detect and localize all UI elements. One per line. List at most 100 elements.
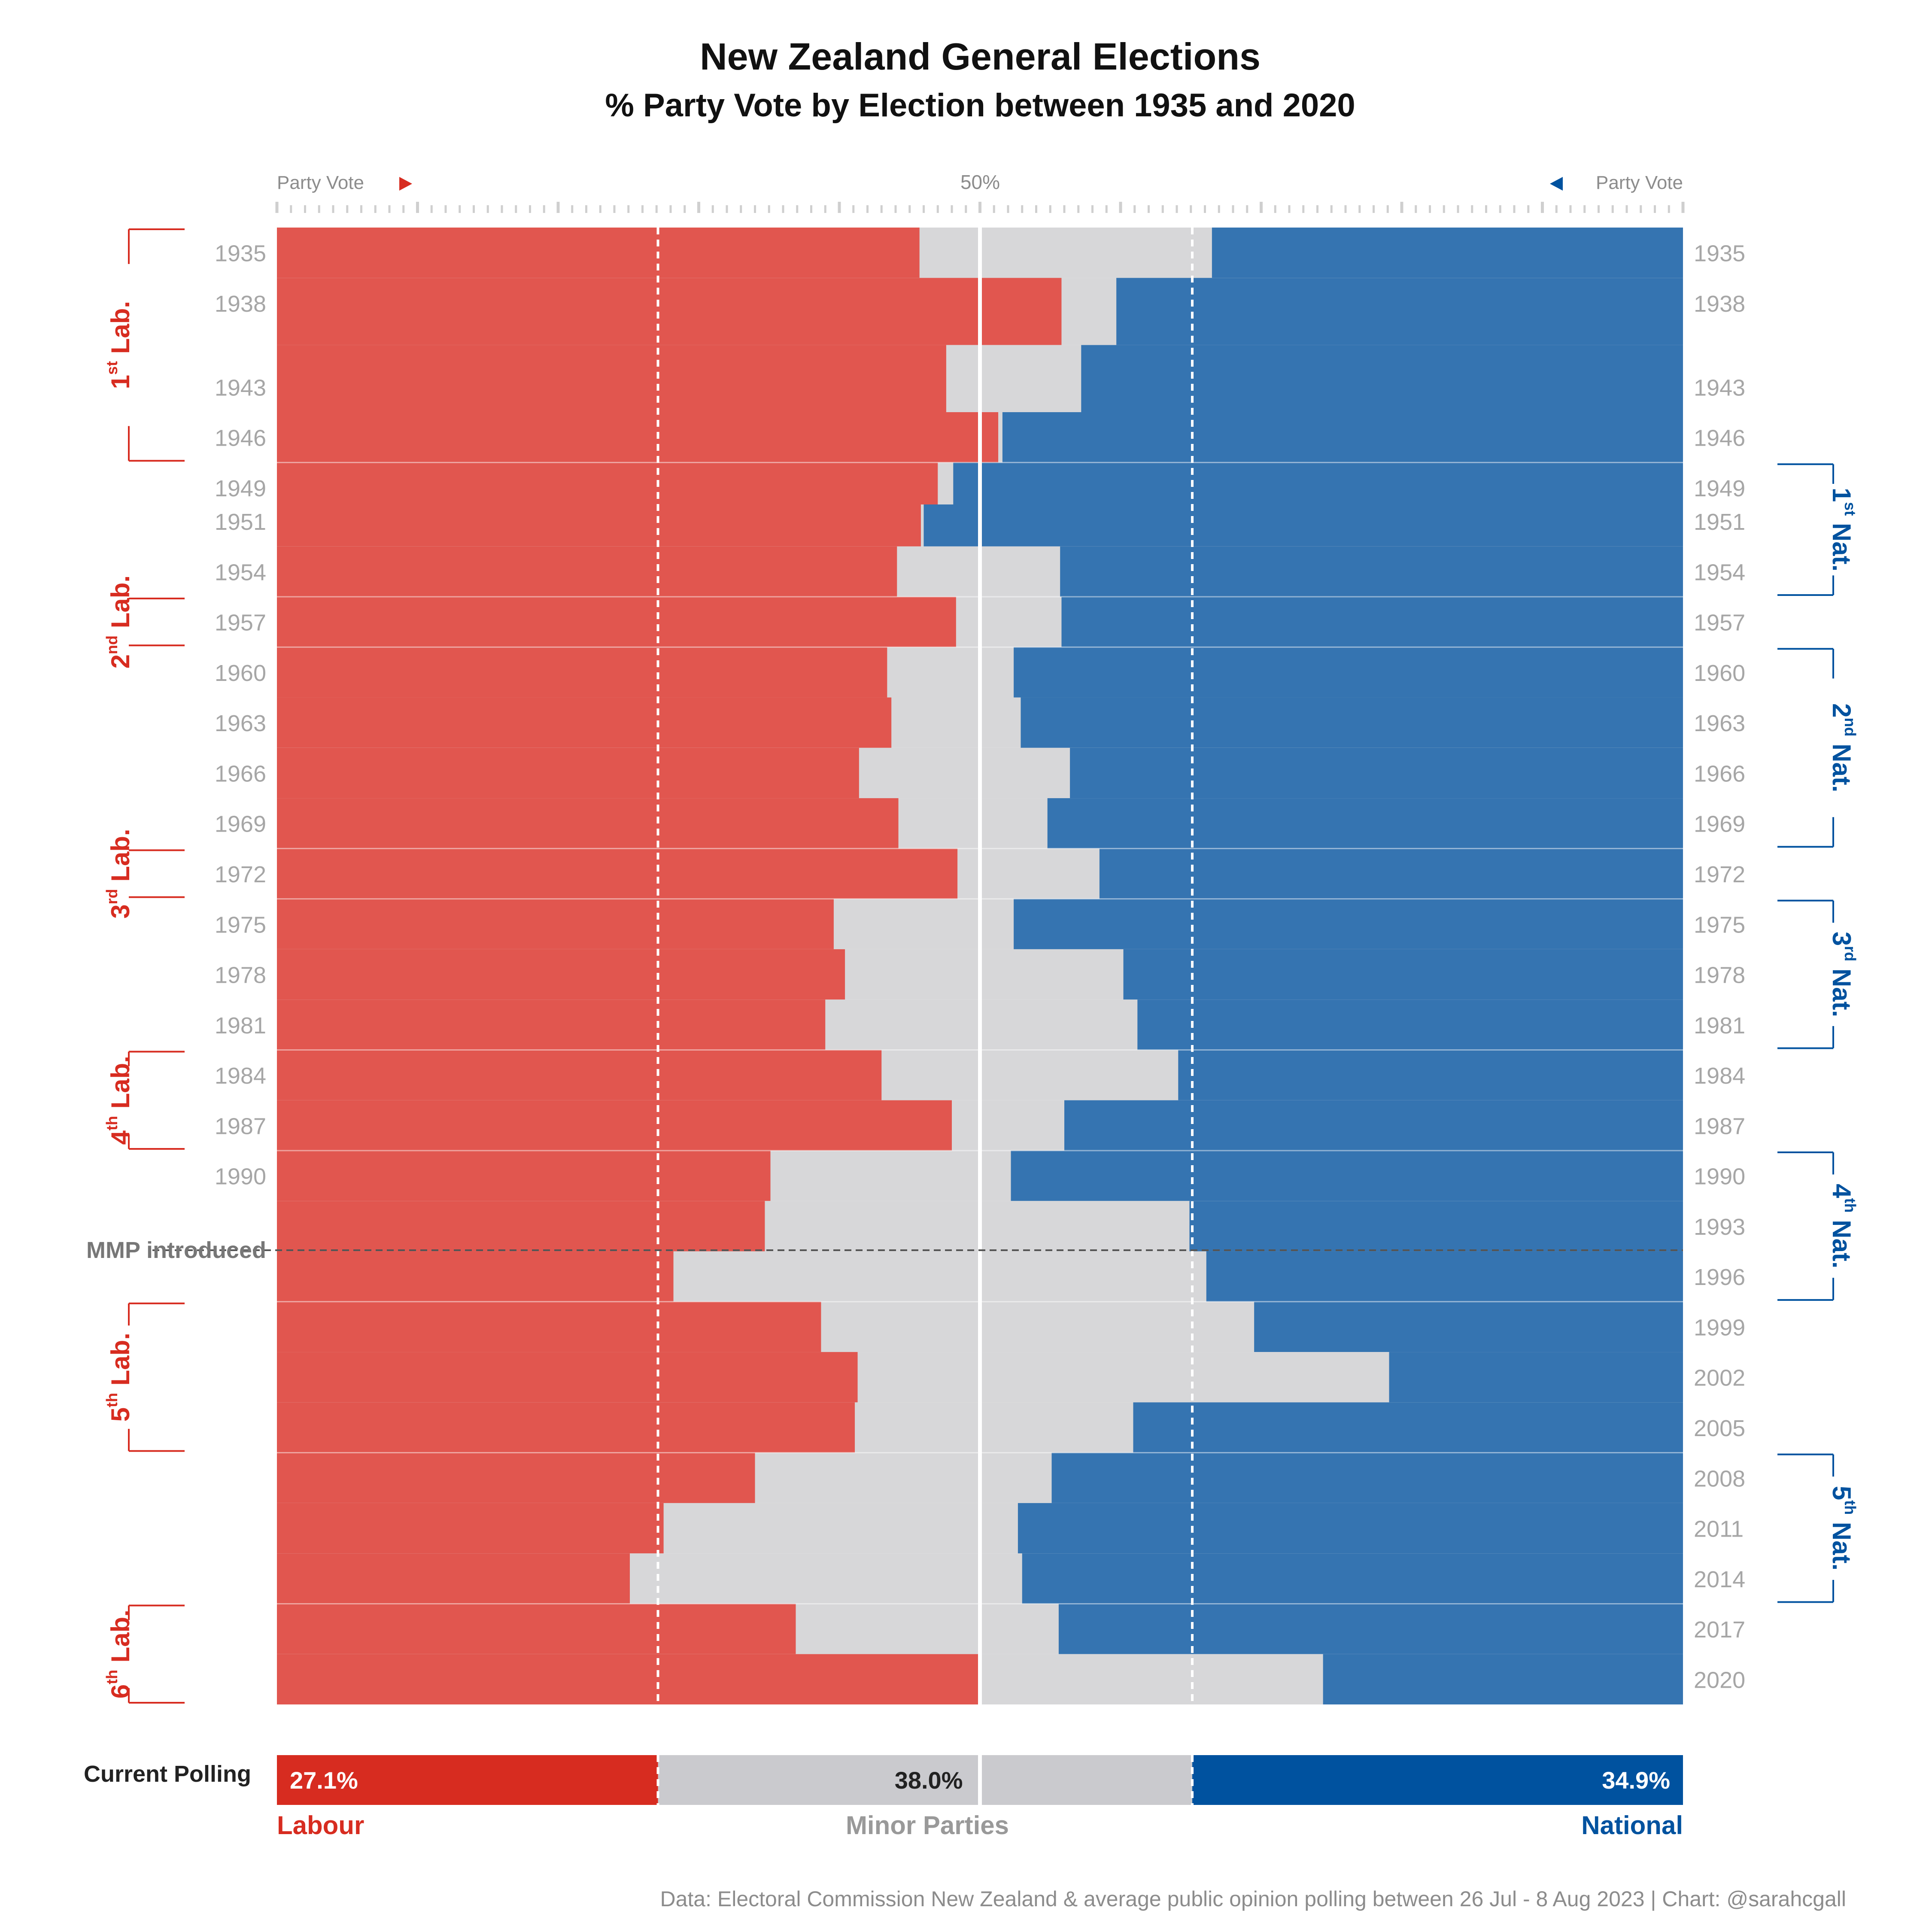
- polling-label: Current Polling: [84, 1761, 251, 1787]
- year-label-left: 1938: [215, 291, 266, 317]
- government-label: 2nd Nat.: [1827, 703, 1859, 792]
- national-government-bracket-4: 4th Nat.: [1777, 1151, 1859, 1301]
- bar-labour-1969: [277, 798, 899, 849]
- bar-labour-1963: [277, 697, 892, 748]
- top-axis-ticks: [275, 202, 1685, 213]
- government-label: 3rd Nat.: [1827, 932, 1859, 1017]
- bar-labour-2017: [277, 1604, 796, 1654]
- year-label-right: 1954: [1694, 559, 1745, 585]
- year-label-left: 1990: [215, 1164, 266, 1190]
- year-label-left: 1949: [215, 476, 266, 501]
- government-label: 5th Lab.: [103, 1333, 135, 1422]
- legend-minor-parties: Minor Parties: [846, 1811, 1009, 1840]
- year-label-left: 1984: [215, 1063, 266, 1089]
- year-label-right: 1975: [1694, 912, 1745, 938]
- year-label-right: 1943: [1694, 375, 1745, 401]
- bar-labour-1993: [277, 1201, 765, 1252]
- bar-national-1943: [1081, 345, 1683, 412]
- left-triangle-marker: [399, 177, 412, 191]
- bar-labour-1943: [277, 345, 946, 412]
- year-label-left: 1935: [215, 241, 266, 267]
- bar-labour-1987: [277, 1100, 952, 1151]
- bar-labour-2005: [277, 1402, 855, 1453]
- year-label-right: 1938: [1694, 291, 1745, 317]
- bars-layer: [277, 228, 1683, 1704]
- bar-national-2011: [1018, 1503, 1683, 1554]
- bar-labour-1966: [277, 747, 859, 799]
- labour-government-bracket-4: 4th Lab.: [103, 1051, 185, 1150]
- year-label-right: 2017: [1694, 1617, 1745, 1643]
- national-government-bracket-5: 5th Nat.: [1777, 1453, 1859, 1603]
- year-label-left: 1978: [215, 963, 266, 988]
- year-label-right: 1935: [1694, 241, 1745, 267]
- bar-national-1972: [1099, 848, 1683, 899]
- year-label-right: 1978: [1694, 963, 1745, 988]
- year-label-right: 2005: [1694, 1416, 1745, 1441]
- legend-national: National: [1581, 1811, 1683, 1840]
- bar-labour-1984: [277, 1050, 882, 1100]
- bar-labour-1975: [277, 899, 834, 949]
- bar-national-1987: [1064, 1100, 1683, 1151]
- polling-national-value: 34.9%: [1602, 1767, 1670, 1794]
- year-label-right: 2002: [1694, 1365, 1745, 1391]
- bar-labour-1981: [277, 999, 826, 1050]
- bar-national-1954: [1060, 546, 1683, 597]
- bar-labour-2020: [277, 1654, 980, 1704]
- year-label-left: 1954: [215, 559, 266, 585]
- government-label: 6th Lab.: [103, 1610, 135, 1698]
- year-label-right: 1960: [1694, 660, 1745, 686]
- bar-labour-1946: [277, 412, 999, 463]
- year-label-right: 1996: [1694, 1264, 1745, 1290]
- bar-national-1999: [1254, 1301, 1683, 1352]
- bar-national-1969: [1047, 798, 1683, 849]
- year-label-left: 1946: [215, 425, 266, 451]
- year-label-left: 1951: [215, 509, 266, 535]
- government-brackets: 1st Lab. 2nd Lab. 3rd Lab. 4th Lab. 5th Lab.…: [103, 228, 1859, 1704]
- bar-national-1975: [1014, 899, 1683, 949]
- polling-labour-value: 27.1%: [290, 1767, 358, 1794]
- bar-national-2008: [1051, 1452, 1683, 1503]
- year-label-left: 1943: [215, 375, 266, 401]
- bar-national-2017: [1058, 1604, 1683, 1654]
- labour-government-bracket-6: 6th Lab.: [103, 1604, 185, 1704]
- polling-bar-labour: [277, 1755, 658, 1805]
- reference-lines: [656, 228, 1194, 1704]
- labour-government-bracket-5: 5th Lab.: [103, 1302, 185, 1452]
- bar-labour-1996: [277, 1251, 674, 1302]
- source-note: Data: Electoral Commission New Zealand &…: [660, 1887, 1847, 1911]
- year-label-right: 1990: [1694, 1164, 1745, 1190]
- year-label-right: 1999: [1694, 1315, 1745, 1340]
- year-label-right: 1966: [1694, 761, 1745, 787]
- bar-national-1984: [1178, 1050, 1683, 1100]
- year-labels: 1935 1935 1938 1938 1943 1943 1946 1946 1949 1949…: [215, 241, 1745, 1693]
- year-label-right: 1951: [1694, 509, 1745, 535]
- bar-national-1981: [1137, 999, 1683, 1050]
- bar-national-2002: [1389, 1352, 1683, 1403]
- bar-national-1935: [1212, 228, 1683, 278]
- bar-national-1966: [1070, 747, 1683, 799]
- government-label: 3rd Lab.: [103, 829, 135, 918]
- bar-national-1993: [1189, 1201, 1683, 1252]
- year-label-right: 1987: [1694, 1113, 1745, 1139]
- year-label-right: 1981: [1694, 1013, 1745, 1039]
- government-label: 1st Lab.: [103, 301, 135, 389]
- mmp-label: MMP introduced: [86, 1237, 266, 1263]
- right-triangle-marker: [1550, 177, 1563, 191]
- chart-title: New Zealand General Elections: [700, 35, 1261, 78]
- bar-labour-1951: [277, 504, 921, 547]
- bar-labour-1954: [277, 546, 897, 597]
- year-label-right: 2008: [1694, 1466, 1745, 1492]
- bar-national-2014: [1022, 1553, 1683, 1604]
- year-label-right: 1969: [1694, 811, 1745, 837]
- year-label-left: 1957: [215, 610, 266, 636]
- year-label-right: 1972: [1694, 862, 1745, 887]
- government-label: 1st Nat.: [1827, 488, 1859, 571]
- bar-labour-1938: [277, 278, 1062, 345]
- bar-national-1957: [1061, 597, 1683, 647]
- axis-right-label: Party Vote: [1596, 172, 1683, 193]
- year-label-left: 1987: [215, 1113, 266, 1139]
- government-label: 4th Nat.: [1827, 1184, 1859, 1268]
- bar-labour-2014: [277, 1553, 630, 1604]
- bar-labour-2011: [277, 1503, 664, 1554]
- year-label-left: 1981: [215, 1013, 266, 1039]
